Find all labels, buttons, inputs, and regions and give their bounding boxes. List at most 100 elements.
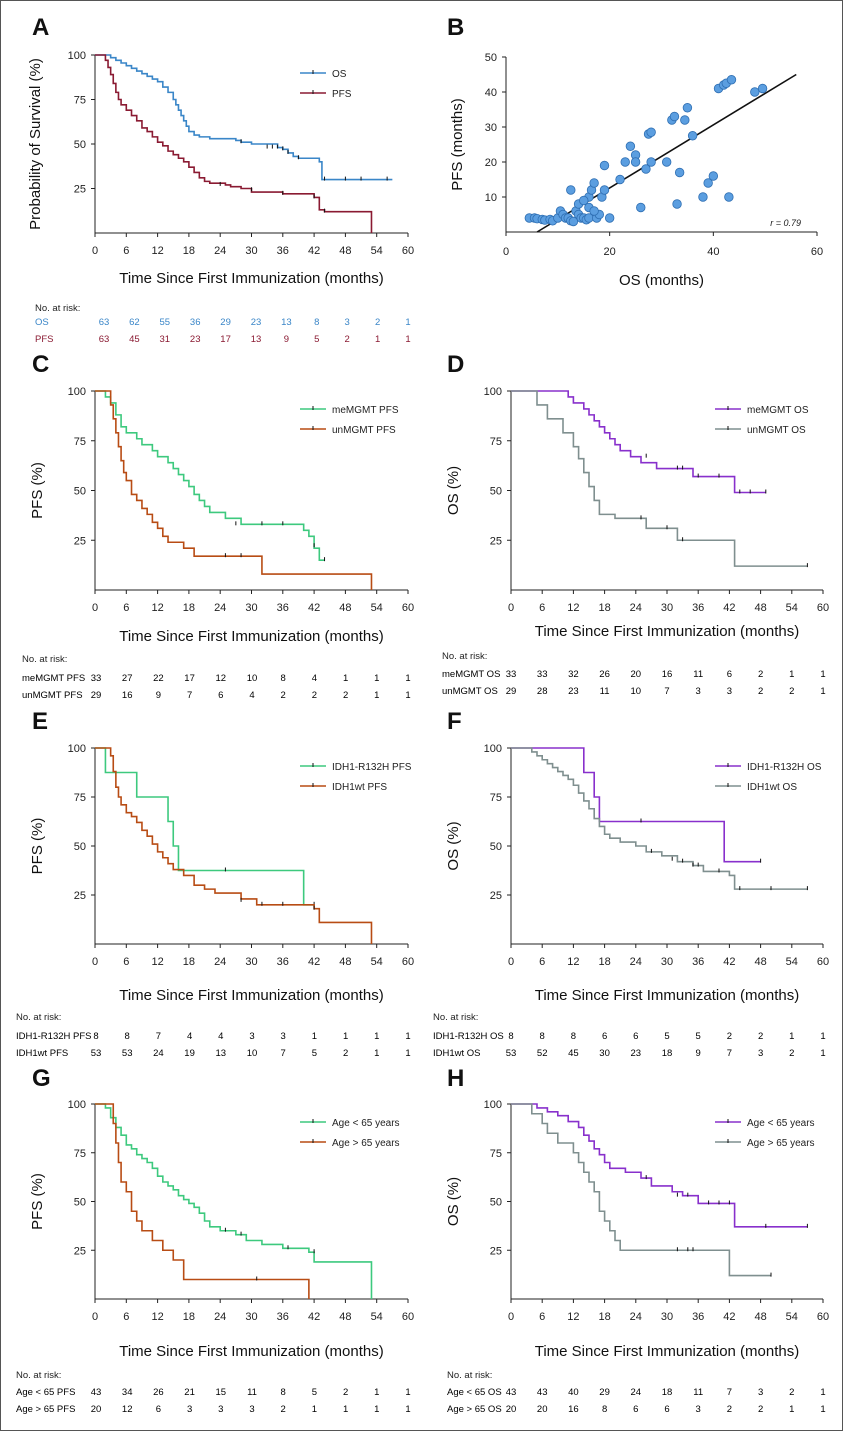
y-tick-label-A-50: 50 — [74, 139, 86, 151]
risk-count-A-1-10: 1 — [405, 334, 410, 345]
x-tick-label-C-6: 6 — [123, 602, 129, 614]
legend-label-C-1: unMGMT PFS — [332, 425, 396, 436]
x-tick-label-C-18: 18 — [183, 602, 195, 614]
y-axis-title-B: PFS (months) — [449, 98, 466, 191]
risk-count-D-1-6: 3 — [696, 686, 701, 697]
x-tick-label-C-60: 60 — [402, 602, 414, 614]
x-tick-label-D-18: 18 — [598, 602, 610, 614]
risk-count-G-0-1: 34 — [122, 1387, 133, 1398]
x-tick-label-A-60: 60 — [402, 245, 414, 257]
risk-table-title-F: No. at risk: — [433, 1012, 478, 1023]
risk-count-F-0-4: 6 — [633, 1031, 638, 1042]
scatter-point-43 — [646, 157, 656, 167]
legend-label-F-0: IDH1-R132H OS — [747, 762, 822, 773]
x-axis-title-A: Time Since First Immunization (months) — [119, 270, 384, 287]
risk-count-A-0-2: 55 — [160, 317, 171, 328]
risk-count-F-1-8: 3 — [758, 1048, 763, 1059]
x-tick-label-A-12: 12 — [151, 245, 163, 257]
scatter-point-61 — [757, 83, 768, 94]
series-line-A-0 — [95, 54, 393, 181]
risk-count-D-1-9: 2 — [789, 686, 794, 697]
scatter-point-38 — [630, 157, 641, 167]
x-tick-label-H-24: 24 — [630, 1311, 642, 1323]
series-line-G-1 — [95, 1103, 310, 1299]
x-tick-label-E-0: 0 — [92, 956, 98, 968]
x-tick-label-A-54: 54 — [371, 245, 383, 257]
risk-count-D-0-3: 26 — [599, 669, 610, 680]
risk-count-A-0-3: 36 — [190, 317, 201, 328]
x-tick-label-F-30: 30 — [661, 956, 673, 968]
risk-count-E-0-8: 1 — [343, 1031, 348, 1042]
risk-count-H-1-0: 20 — [506, 1404, 517, 1415]
risk-count-E-1-1: 53 — [122, 1048, 133, 1059]
risk-table-title-D: No. at risk: — [442, 651, 487, 662]
risk-count-C-0-5: 10 — [247, 673, 258, 684]
risk-row-label-F-0: IDH1-R132H OS — [433, 1031, 504, 1042]
risk-count-F-0-8: 2 — [758, 1031, 763, 1042]
risk-count-F-1-0: 53 — [506, 1048, 517, 1059]
risk-count-A-1-1: 45 — [129, 334, 140, 345]
x-tick-label-F-6: 6 — [539, 956, 545, 968]
risk-count-C-0-2: 22 — [153, 673, 164, 684]
risk-count-F-0-9: 1 — [789, 1031, 794, 1042]
x-tick-label-G-60: 60 — [402, 1311, 414, 1323]
risk-count-H-1-9: 1 — [789, 1404, 794, 1415]
y-tick-label-E-100: 100 — [68, 743, 86, 755]
legend-label-H-1: Age > 65 years — [747, 1138, 815, 1149]
x-tick-label-E-54: 54 — [371, 956, 383, 968]
y-tick-label-D-25: 25 — [490, 535, 502, 547]
risk-row-label-D-1: unMGMT OS — [442, 686, 498, 697]
panel-D: 0 6 12 18 24 30 36 42 48 54 60 25 50 75 100 Time Since … — [445, 386, 829, 640]
risk-row-label-E-1: IDH1wt PFS — [16, 1048, 68, 1059]
scatter-point-35 — [620, 157, 630, 167]
x-tick-label-D-42: 42 — [723, 602, 735, 614]
risk-count-A-0-0: 63 — [99, 317, 110, 328]
risk-count-E-0-3: 4 — [187, 1031, 192, 1042]
x-axis-title-C: Time Since First Immunization (months) — [119, 628, 384, 645]
x-tick-label-D-0: 0 — [508, 602, 514, 614]
legend-label-D-0: meMGMT OS — [747, 405, 809, 416]
x-axis-title-H: Time Since First Immunization (months) — [535, 1343, 800, 1360]
legend-label-A-1: PFS — [332, 89, 352, 100]
x-tick-label-H-60: 60 — [817, 1311, 829, 1323]
risk-count-D-1-1: 28 — [537, 686, 548, 697]
risk-count-E-1-10: 1 — [405, 1048, 410, 1059]
x-tick-label-D-12: 12 — [567, 602, 579, 614]
y-axis-title-C: PFS (%) — [29, 462, 46, 519]
x-tick-label-H-6: 6 — [539, 1311, 545, 1323]
x-tick-label-E-42: 42 — [308, 956, 320, 968]
x-tick-label-C-48: 48 — [339, 602, 351, 614]
risk-count-D-0-4: 20 — [631, 669, 642, 680]
risk-count-E-0-0: 8 — [93, 1031, 98, 1042]
risk-count-D-0-1: 33 — [537, 669, 548, 680]
risk-count-G-0-3: 21 — [184, 1387, 195, 1398]
risk-count-G-1-4: 3 — [218, 1404, 223, 1415]
risk-count-D-0-2: 32 — [568, 669, 579, 680]
risk-count-H-0-7: 7 — [727, 1387, 732, 1398]
x-tick-label-F-24: 24 — [630, 956, 642, 968]
risk-count-G-0-9: 1 — [374, 1387, 379, 1398]
risk-count-D-1-8: 2 — [758, 686, 763, 697]
risk-count-F-0-5: 5 — [664, 1031, 669, 1042]
y-tick-label-F-75: 75 — [490, 792, 502, 804]
x-tick-label-B-20: 20 — [604, 246, 616, 258]
y-tick-label-F-50: 50 — [490, 841, 502, 853]
risk-row-label-A-0: OS — [35, 317, 49, 328]
risk-count-F-1-5: 18 — [662, 1048, 673, 1059]
risk-count-G-1-0: 20 — [91, 1404, 102, 1415]
risk-count-G-1-5: 3 — [249, 1404, 254, 1415]
panel-label-H: H — [447, 1065, 464, 1092]
x-tick-label-C-0: 0 — [92, 602, 98, 614]
x-tick-label-A-30: 30 — [245, 245, 257, 257]
legend-label-G-0: Age < 65 years — [332, 1118, 400, 1129]
risk-count-D-0-0: 33 — [506, 669, 517, 680]
y-tick-label-H-50: 50 — [490, 1197, 502, 1209]
risk-count-E-1-8: 2 — [343, 1048, 348, 1059]
risk-count-E-0-10: 1 — [405, 1031, 410, 1042]
scatter-point-42 — [646, 127, 656, 137]
risk-count-A-0-5: 23 — [251, 317, 262, 328]
risk-count-E-0-9: 1 — [374, 1031, 379, 1042]
risk-count-H-0-1: 43 — [537, 1387, 548, 1398]
